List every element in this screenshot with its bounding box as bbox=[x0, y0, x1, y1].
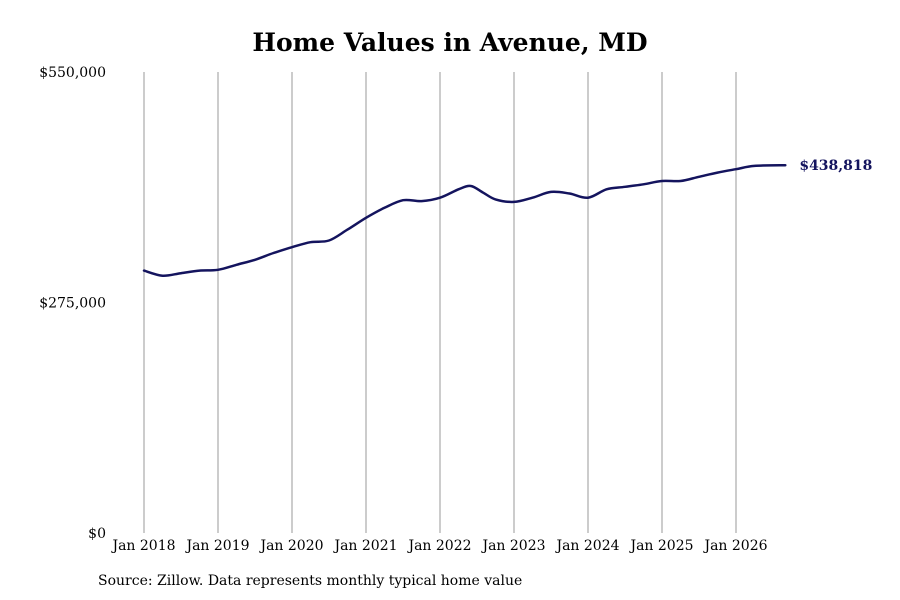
x-tick-label: Jan 2019 bbox=[184, 538, 249, 554]
x-tick-label: Jan 2023 bbox=[480, 538, 545, 554]
x-tick-label: Jan 2020 bbox=[258, 538, 323, 554]
x-tick-label: Jan 2026 bbox=[702, 538, 767, 554]
chart-title: Home Values in Avenue, MD bbox=[252, 28, 648, 57]
x-tick-label: Jan 2022 bbox=[406, 538, 471, 554]
end-value-label: $438,818 bbox=[799, 158, 872, 174]
x-tick-label: Jan 2018 bbox=[110, 538, 175, 554]
source-note: Source: Zillow. Data represents monthly … bbox=[98, 573, 523, 589]
series-line bbox=[142, 163, 787, 277]
x-tick-label: Jan 2021 bbox=[332, 538, 397, 554]
y-tick-label: $275,000 bbox=[39, 296, 106, 312]
y-tick-label: $550,000 bbox=[39, 65, 106, 81]
x-tick-label: Jan 2024 bbox=[554, 538, 619, 554]
y-tick-label: $0 bbox=[88, 526, 106, 542]
x-tick-label: Jan 2025 bbox=[628, 538, 693, 554]
